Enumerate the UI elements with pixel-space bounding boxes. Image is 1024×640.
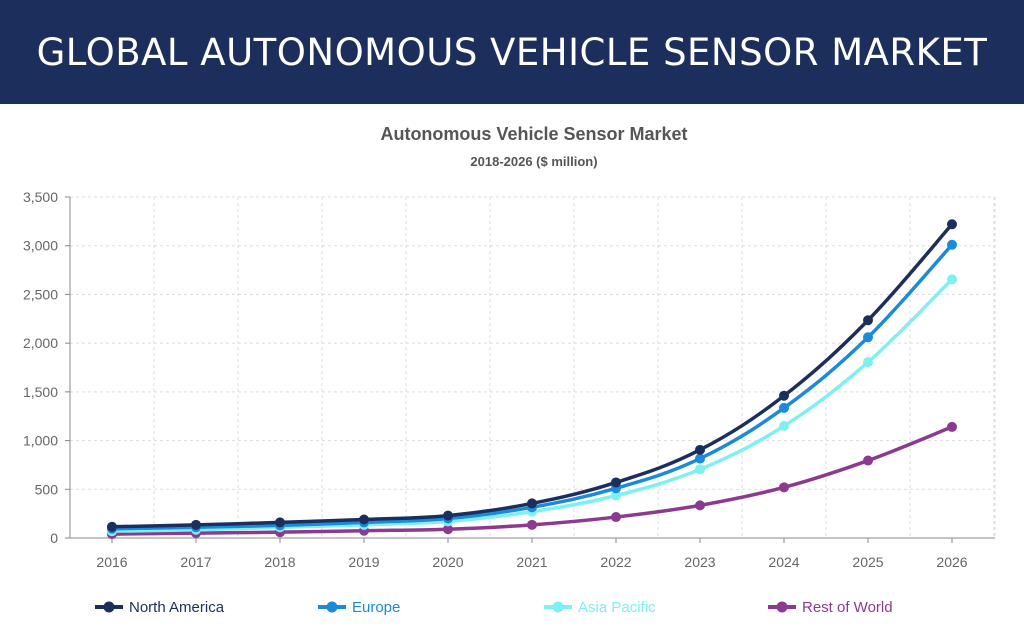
data-point-rest-of-world (947, 421, 957, 432)
axes: 0 500 1,000 1,500 2,000 2,500 3,000 3,500 2016 20… (23, 189, 995, 570)
legend: North America Europe Asia Pacific Rest of W… (95, 599, 893, 616)
data-point-north-america (611, 477, 621, 488)
data-point-europe (947, 239, 957, 250)
data-point-north-america (107, 521, 117, 532)
x-tick-label: 2025 (852, 554, 883, 570)
legend-marker-rest-of-world (776, 601, 788, 613)
legend-marker-asia-pacific (552, 601, 564, 613)
x-tick-label: 2016 (96, 554, 127, 570)
data-point-asia-pacific (695, 464, 705, 475)
data-point-north-america (359, 514, 369, 525)
series-points (107, 219, 957, 540)
data-point-north-america (191, 519, 201, 530)
data-point-north-america (779, 390, 789, 401)
data-point-asia-pacific (947, 274, 957, 285)
legend-marker-europe (326, 601, 338, 613)
y-tick-label: 3,500 (23, 189, 58, 205)
data-point-north-america (275, 517, 285, 528)
y-tick-label: 1,000 (23, 433, 58, 449)
x-tick-label: 2019 (348, 554, 379, 570)
data-point-north-america (695, 444, 705, 455)
chart-title: Autonomous Vehicle Sensor Market (380, 124, 688, 144)
data-point-rest-of-world (611, 512, 621, 523)
data-point-north-america (527, 498, 537, 509)
data-point-rest-of-world (443, 524, 453, 535)
legend-label-rest-of-world: Rest of World (802, 599, 893, 616)
data-point-rest-of-world (863, 455, 873, 466)
x-tick-label: 2022 (600, 554, 631, 570)
x-tick-label: 2026 (936, 554, 967, 570)
data-point-north-america (947, 219, 957, 230)
legend-label-north-america: North America (129, 599, 225, 616)
gridlines (70, 196, 996, 538)
chart-subtitle: 2018-2026 ($ million) (470, 154, 598, 169)
legend-marker-north-america (103, 601, 115, 613)
data-point-north-america (443, 510, 453, 521)
data-point-north-america (863, 315, 873, 326)
x-tick-label: 2023 (684, 554, 715, 570)
data-point-asia-pacific (779, 420, 789, 431)
data-point-asia-pacific (863, 357, 873, 368)
legend-label-asia-pacific: Asia Pacific (578, 599, 656, 616)
data-point-europe (779, 402, 789, 413)
banner-title: GLOBAL AUTONOMOUS VEHICLE SENSOR MARKET (36, 30, 988, 74)
x-tick-label: 2017 (180, 554, 211, 570)
legend-label-europe: Europe (352, 599, 400, 616)
x-tick-label: 2018 (264, 554, 295, 570)
x-tick-label: 2021 (516, 554, 547, 570)
y-tick-label: 500 (35, 481, 59, 497)
data-point-rest-of-world (779, 482, 789, 493)
series-line-north-america (111, 223, 954, 529)
y-tick-label: 1,500 (23, 384, 58, 400)
data-point-rest-of-world (527, 519, 537, 530)
data-point-asia-pacific (611, 490, 621, 501)
y-tick-label: 0 (50, 530, 58, 546)
x-tick-label: 2024 (768, 554, 799, 570)
x-tick-label: 2020 (432, 554, 463, 570)
y-tick-label: 2,500 (23, 286, 58, 302)
data-point-europe (863, 332, 873, 343)
y-tick-label: 3,000 (23, 238, 58, 254)
title-banner: GLOBAL AUTONOMOUS VEHICLE SENSOR MARKET (0, 0, 1024, 104)
y-tick-label: 2,000 (23, 335, 58, 351)
data-point-europe (695, 453, 705, 464)
data-point-rest-of-world (695, 500, 705, 511)
